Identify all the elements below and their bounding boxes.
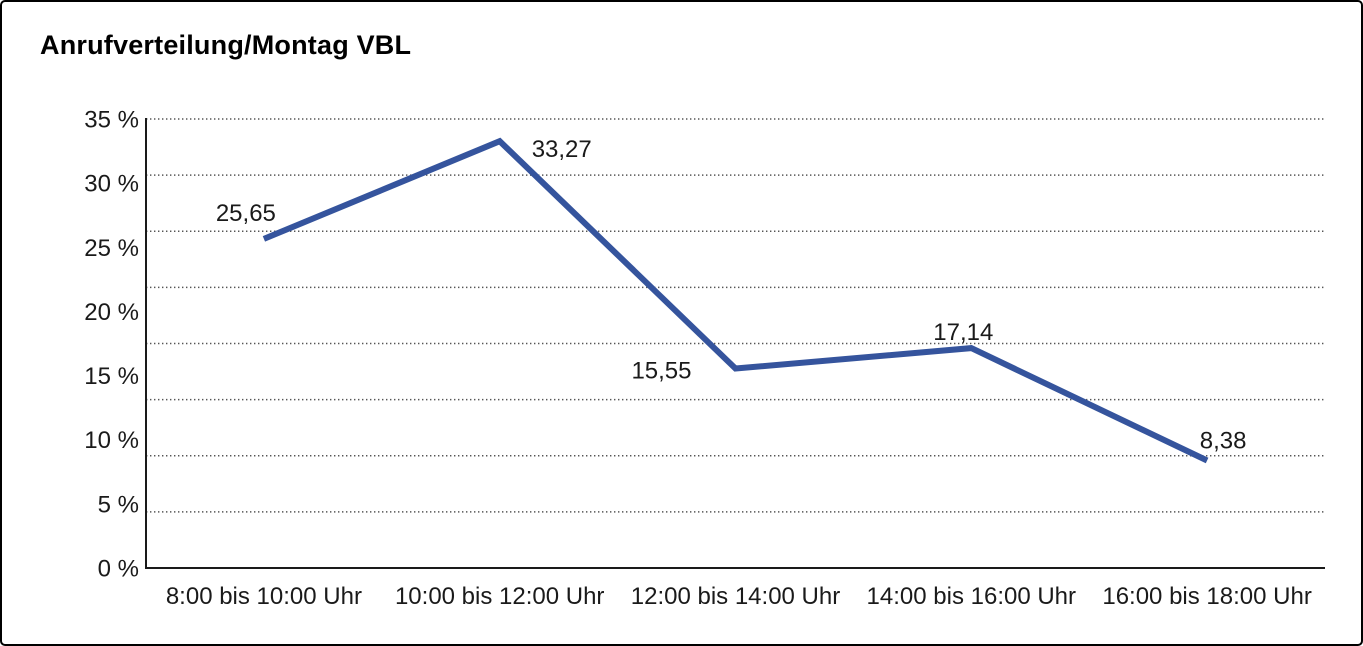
data-point-label: 25,65 [216,200,276,227]
data-point-label: 17,14 [933,319,993,346]
y-axis-tick-label: 30 % [84,171,139,198]
y-axis-tick-label: 35 % [84,107,139,134]
data-point-label: 15,55 [631,358,691,385]
chart-title: Anrufverteilung/Montag VBL [40,30,412,60]
y-axis-tick-label: 15 % [84,363,139,390]
data-point-label: 8,38 [1200,427,1247,454]
y-axis-tick-label: 10 % [84,427,139,454]
y-axis-tick-label: 25 % [84,235,139,262]
data-series-line [262,137,1209,464]
y-axis-tick-label: 20 % [84,299,139,326]
y-axis-tick-label: 5 % [98,491,139,518]
y-axis-tick-label: 0 % [98,556,139,583]
x-axis-category-label: 16:00 bis 18:00 Uhr [1102,583,1311,610]
x-axis-category-label: 12:00 bis 14:00 Uhr [631,583,840,610]
data-point-label: 33,27 [532,136,592,163]
x-axis-category-label: 10:00 bis 12:00 Uhr [395,583,604,610]
x-axis-category-label: 8:00 bis 10:00 Uhr [166,583,362,610]
x-axis-category-label: 14:00 bis 16:00 Uhr [867,583,1076,610]
